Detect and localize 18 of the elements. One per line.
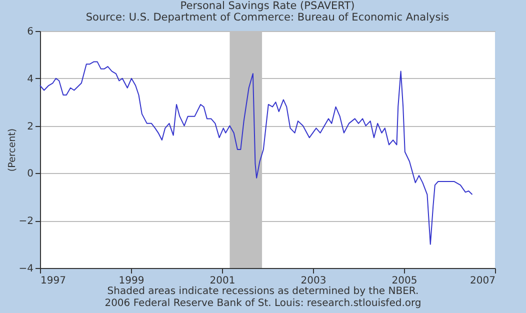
y-tick-label: −2 bbox=[18, 216, 34, 228]
text: 2006 Federal Reserve Bank of St. Louis: research.stlouisfed.org bbox=[104, 298, 422, 310]
chart-title: Personal Savings Rate (PSAVERT) bbox=[180, 0, 355, 12]
x-tick-label: 2003 bbox=[300, 276, 326, 286]
y-tick-label: −4 bbox=[18, 264, 34, 274]
y-axis-title: (Percent) bbox=[6, 128, 18, 172]
y-tick-label: 0 bbox=[27, 168, 34, 180]
line-series bbox=[40, 61, 473, 245]
x-tick-label: 2007 bbox=[470, 276, 496, 286]
y-tick-label: 4 bbox=[27, 74, 34, 85]
x-tick-label: 2005 bbox=[392, 276, 418, 286]
y-tick-label: 6 bbox=[27, 26, 34, 38]
x-tick-label: 1997 bbox=[40, 276, 66, 286]
y-tick-label: 2 bbox=[27, 121, 34, 132]
text: Shaded areas indicate recessions as determined by the NBER. bbox=[106, 286, 420, 298]
x-tick-label: 2001 bbox=[210, 276, 236, 286]
chart-subtitle: Source: U.S. Department of Commerce: Bureau of Economic Analysis bbox=[86, 12, 450, 24]
x-tick-label: 1999 bbox=[118, 276, 144, 286]
